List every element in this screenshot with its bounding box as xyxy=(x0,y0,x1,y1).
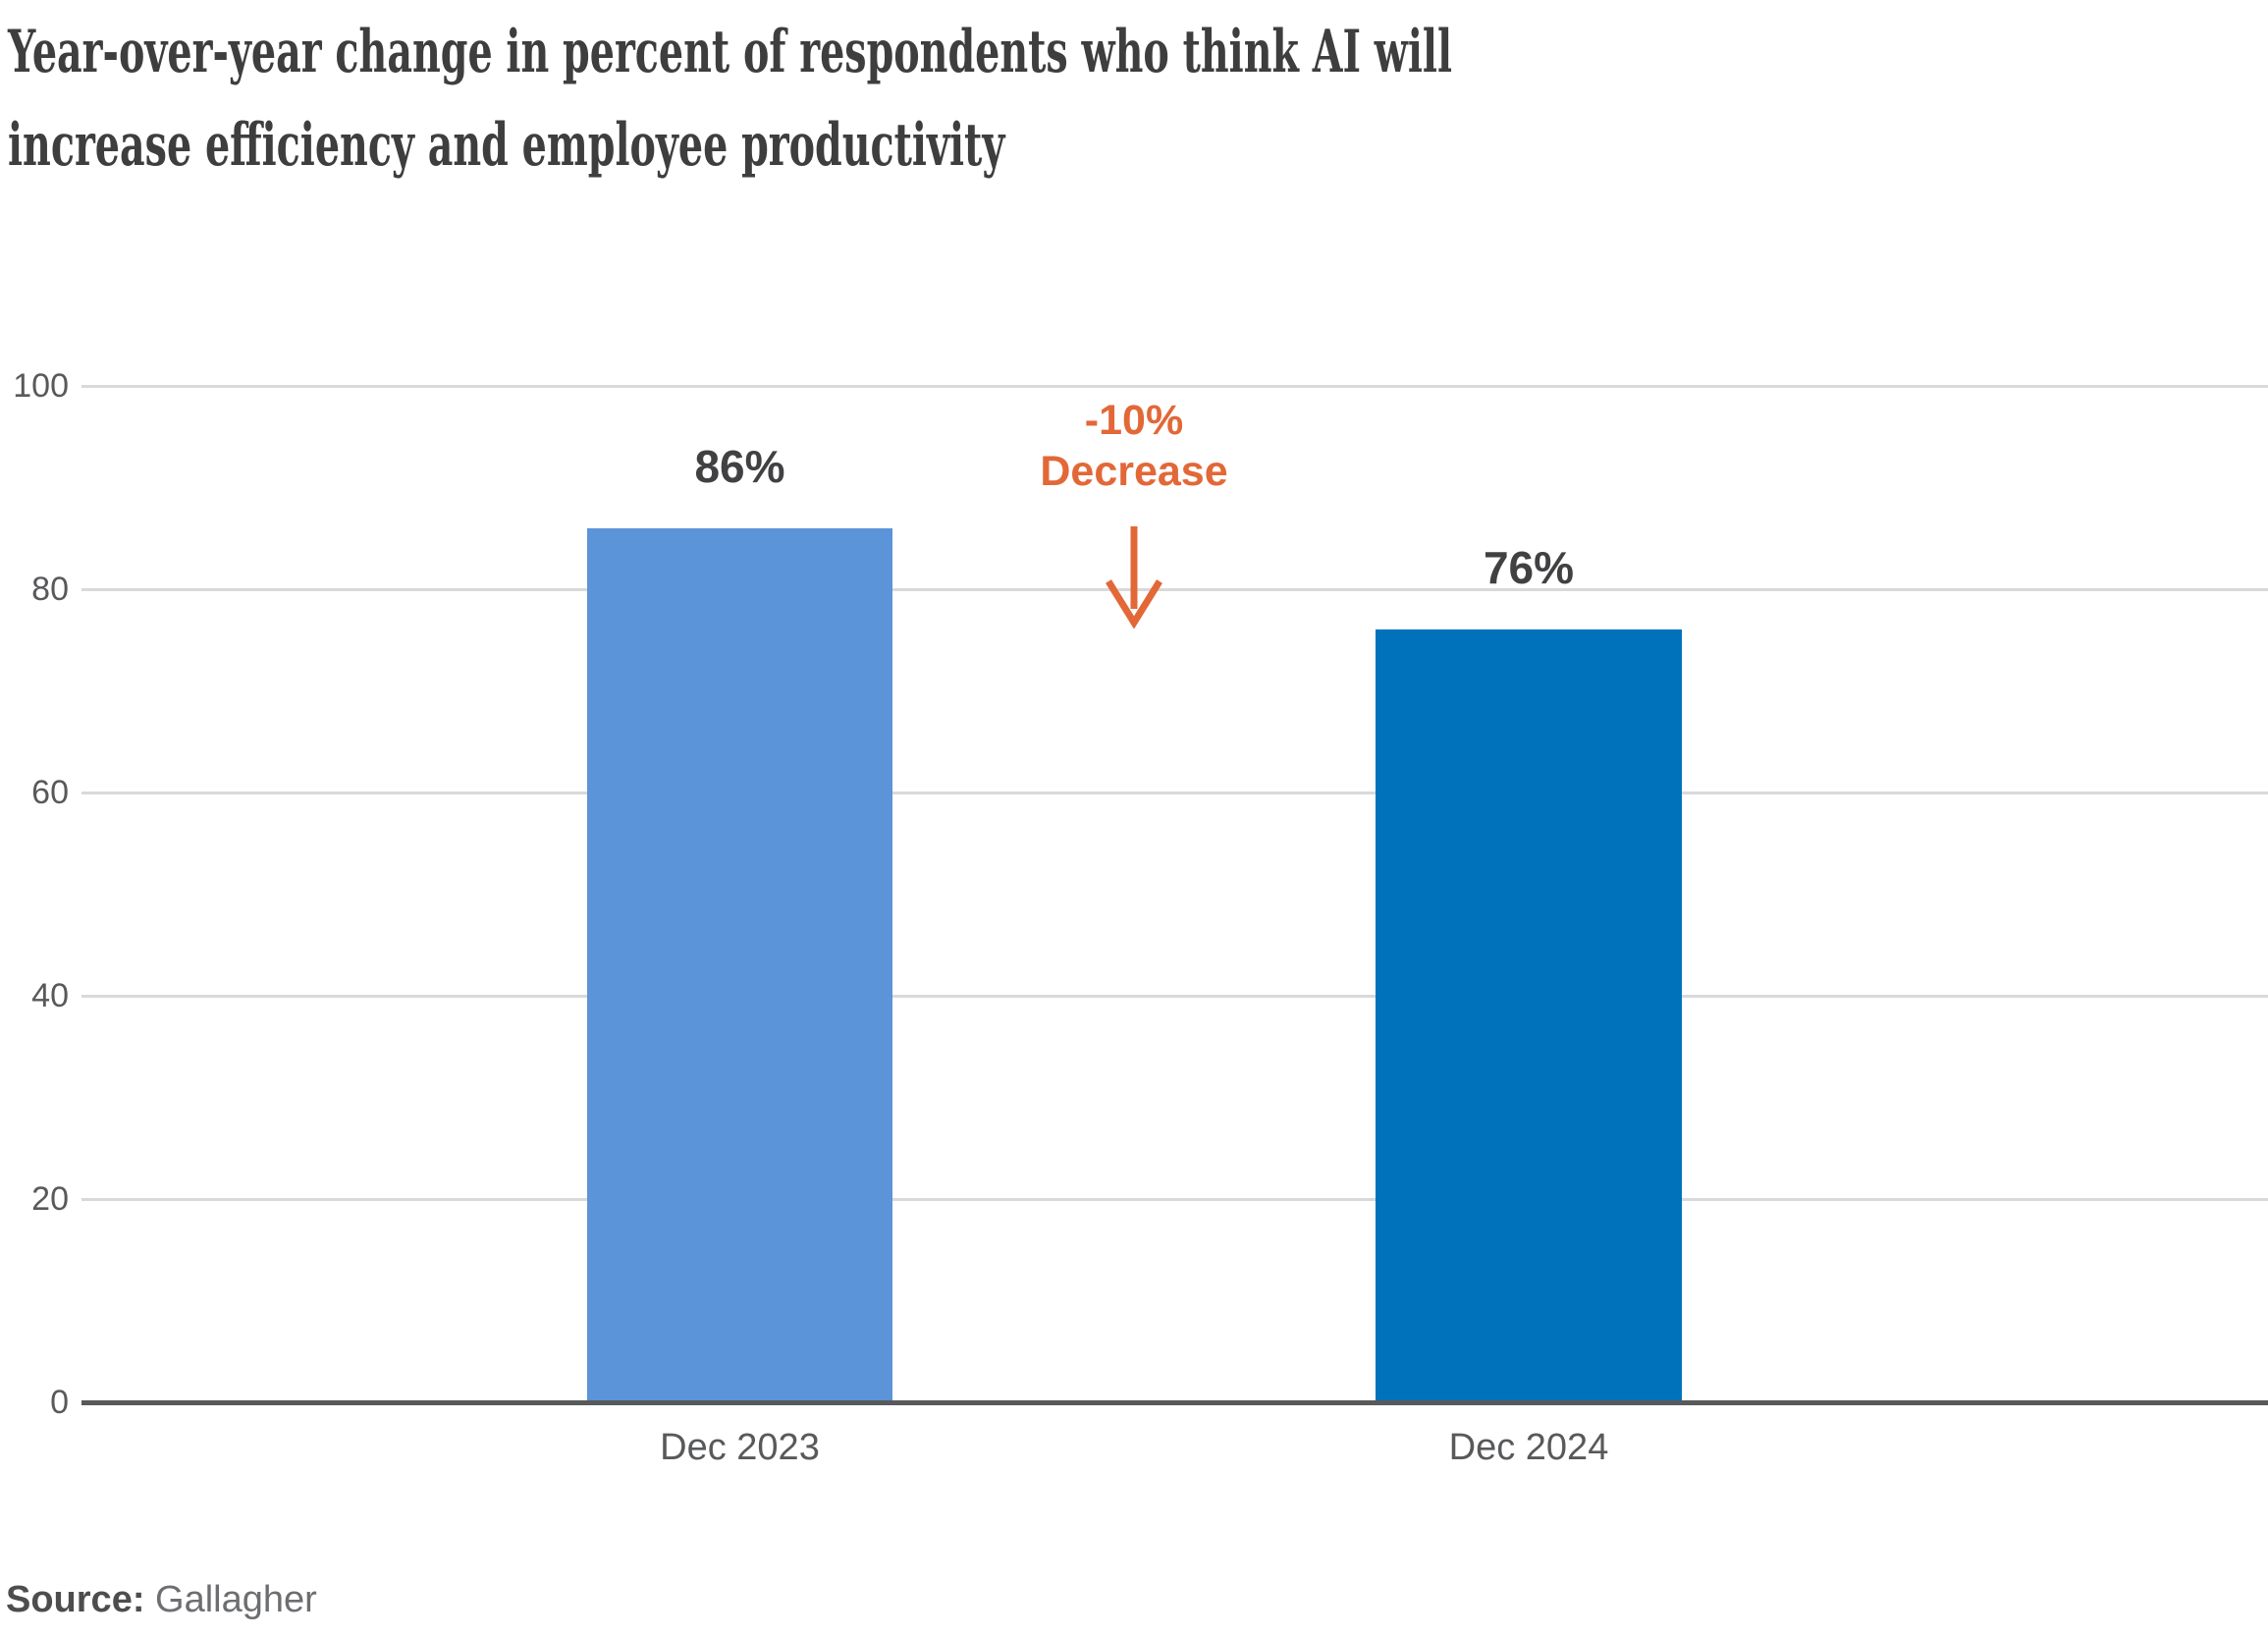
y-tick-label: 0 xyxy=(50,1384,69,1421)
source-label: Source: xyxy=(6,1579,145,1620)
bar-value-label: 86% xyxy=(694,440,785,492)
y-tick-label: 20 xyxy=(31,1180,69,1218)
bar-dec-2024 xyxy=(1376,629,1682,1404)
gridline xyxy=(81,995,2268,998)
source-value: Gallagher xyxy=(155,1579,317,1620)
gridline xyxy=(81,792,2268,794)
source-line: Source: Gallagher xyxy=(6,1579,317,1621)
down-arrow-icon xyxy=(1106,526,1162,628)
y-tick-label: 60 xyxy=(31,774,69,811)
y-tick-label: 100 xyxy=(13,367,69,405)
annotation-delta-label: -10% xyxy=(1084,397,1184,444)
x-tick-label: Dec 2023 xyxy=(660,1427,820,1468)
bar-dec-2023 xyxy=(587,527,892,1404)
bar-value-label: 76% xyxy=(1483,542,1575,594)
gridline xyxy=(81,588,2268,591)
gridline xyxy=(81,385,2268,388)
chart-title-line2: increase efficiency and employee product… xyxy=(8,111,1005,180)
x-tick-label: Dec 2024 xyxy=(1448,1427,1609,1468)
gridline xyxy=(81,1198,2268,1201)
y-tick-label: 80 xyxy=(31,571,69,608)
y-tick-label: 40 xyxy=(31,977,69,1014)
annotation-decrease-label: Decrease xyxy=(1040,448,1228,495)
chart-title: Year-over-year change in percent of resp… xyxy=(8,6,1452,192)
decrease-annotation: -10% Decrease xyxy=(987,395,1281,628)
x-axis-line xyxy=(81,1400,2268,1405)
chart-title-line1: Year-over-year change in percent of resp… xyxy=(8,18,1452,86)
